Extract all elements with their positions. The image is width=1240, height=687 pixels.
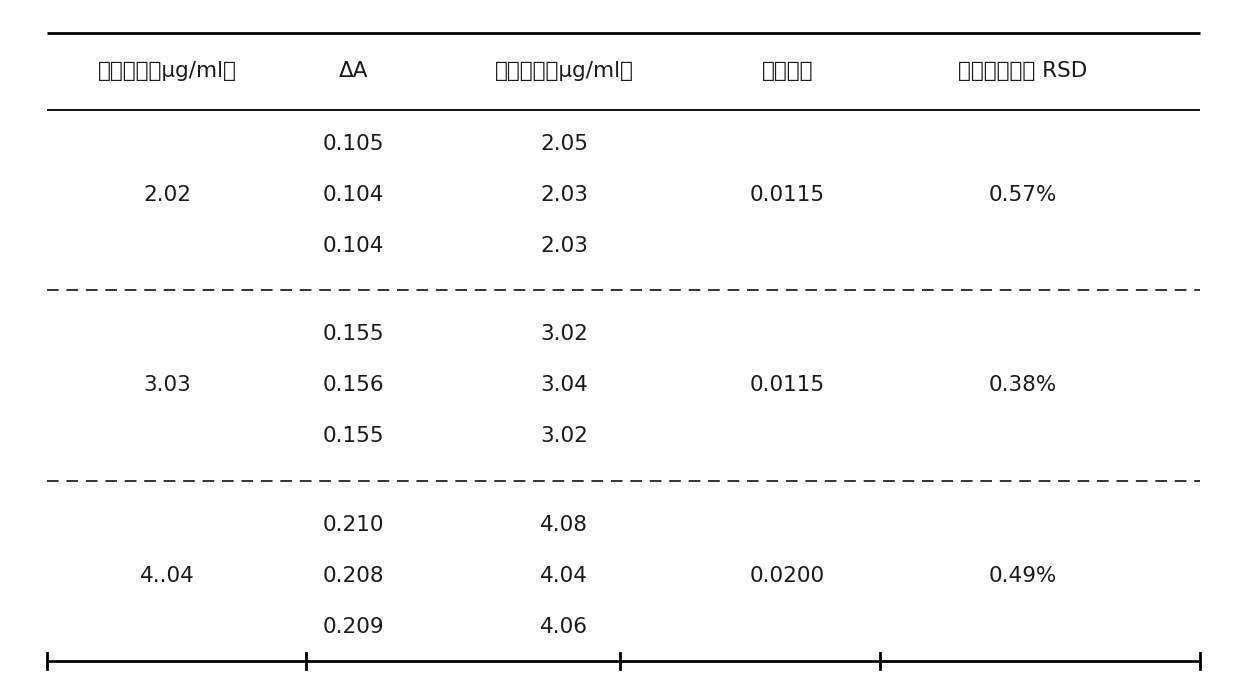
Text: 测定浓度（μg/ml）: 测定浓度（μg/ml）	[495, 61, 634, 82]
Text: 0.155: 0.155	[322, 324, 384, 344]
Text: 0.210: 0.210	[322, 515, 384, 535]
Text: 0.57%: 0.57%	[988, 185, 1058, 205]
Text: 4..04: 4..04	[140, 566, 195, 586]
Text: 3.02: 3.02	[541, 427, 588, 447]
Text: 2.03: 2.03	[541, 185, 588, 205]
Text: 0.49%: 0.49%	[988, 566, 1058, 586]
Text: 2.03: 2.03	[541, 236, 588, 256]
Text: 0.155: 0.155	[322, 427, 384, 447]
Text: 相对标准偏差 RSD: 相对标准偏差 RSD	[959, 61, 1087, 82]
Text: 3.02: 3.02	[541, 324, 588, 344]
Text: 0.208: 0.208	[322, 566, 384, 586]
Text: ΔA: ΔA	[339, 61, 368, 82]
Text: 0.104: 0.104	[322, 236, 384, 256]
Text: 2.02: 2.02	[144, 185, 191, 205]
Text: 0.209: 0.209	[322, 617, 384, 637]
Text: 0.0115: 0.0115	[750, 375, 825, 396]
Text: 标准偏差: 标准偏差	[761, 61, 813, 82]
Text: 3.04: 3.04	[541, 375, 588, 396]
Text: 样品浓度（μg/ml）: 样品浓度（μg/ml）	[98, 61, 237, 82]
Text: 0.0200: 0.0200	[750, 566, 825, 586]
Text: 0.156: 0.156	[322, 375, 384, 396]
Text: 4.04: 4.04	[541, 566, 588, 586]
Text: 2.05: 2.05	[541, 134, 588, 154]
Text: 0.38%: 0.38%	[988, 375, 1058, 396]
Text: 4.08: 4.08	[541, 515, 588, 535]
Text: 3.03: 3.03	[144, 375, 191, 396]
Text: 4.06: 4.06	[541, 617, 588, 637]
Text: 0.0115: 0.0115	[750, 185, 825, 205]
Text: 0.104: 0.104	[322, 185, 384, 205]
Text: 0.105: 0.105	[322, 134, 384, 154]
